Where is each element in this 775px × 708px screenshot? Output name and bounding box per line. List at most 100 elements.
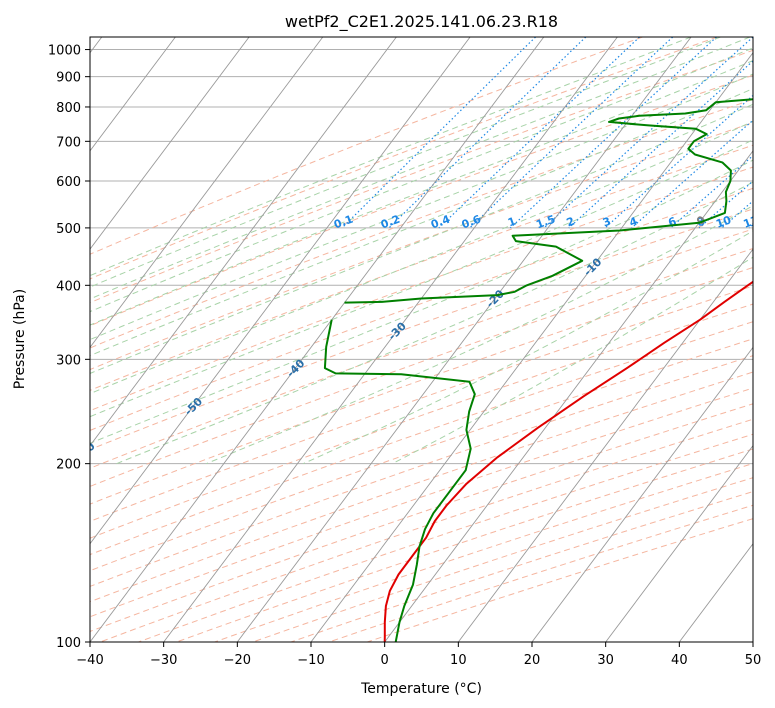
moist-adiabat xyxy=(90,120,753,395)
mixing-ratio-line xyxy=(438,37,640,229)
y-tick-label: 900 xyxy=(56,71,81,86)
dry-adiabat xyxy=(90,355,753,587)
mixing-ratio-label: 10 xyxy=(714,213,733,231)
temperature-profile-line xyxy=(383,280,753,642)
dry-adiabat xyxy=(90,208,753,451)
mixing-ratio-label: 0.4 xyxy=(429,212,452,231)
x-tick-label: −30 xyxy=(150,653,177,668)
dry-adiabat xyxy=(90,303,753,539)
isotherm-label: -60 xyxy=(75,440,98,463)
x-tick-label: 30 xyxy=(597,653,614,668)
y-tick-label: 400 xyxy=(56,279,81,294)
mixing-ratio-label: 0.2 xyxy=(379,213,402,232)
isotherm-line xyxy=(531,346,753,642)
isotherm-line xyxy=(90,37,324,349)
x-tick-label: −10 xyxy=(297,653,324,668)
y-tick-label: 800 xyxy=(56,101,81,116)
dry-adiabat xyxy=(90,321,753,556)
y-tick-label: 1000 xyxy=(48,44,81,59)
dry-adiabat xyxy=(290,491,753,642)
mixing-ratio-line xyxy=(568,60,753,229)
x-axis-ticks: −40 −30 −20 −10 0 10 20 30 40 50 xyxy=(76,642,761,668)
mixing-ratio-label: 6 xyxy=(666,215,678,230)
x-axis-title: Temperature (°C) xyxy=(360,681,482,697)
isotherm-line xyxy=(310,51,753,642)
mixing-ratio-line xyxy=(721,200,753,229)
mixing-ratio-line xyxy=(604,94,753,229)
dry-adiabat xyxy=(90,74,753,327)
plot-area: 0.10.20.40.611.52346810131620253036-100-… xyxy=(75,37,775,642)
dry-adiabat xyxy=(367,518,753,642)
x-tick-label: 10 xyxy=(450,653,467,668)
y-tick-label: 100 xyxy=(56,636,81,651)
moist-adiabat xyxy=(90,37,721,288)
moist-adiabat xyxy=(90,47,753,313)
mixing-ratio-label: 3 xyxy=(601,215,613,230)
dry-adiabat xyxy=(90,122,753,371)
dry-adiabat xyxy=(90,338,753,572)
isotherm-line xyxy=(605,444,753,642)
plot-frame xyxy=(89,36,754,643)
x-tick-label: 0 xyxy=(381,653,389,668)
isotherm-line xyxy=(90,37,250,250)
mixing-ratio-line xyxy=(771,37,775,228)
dry-adiabat xyxy=(90,37,718,280)
y-tick-label: 600 xyxy=(56,175,81,190)
x-tick-label: −20 xyxy=(224,653,251,668)
moist-adiabat xyxy=(302,230,753,465)
dry-adiabat xyxy=(90,371,753,603)
dry-adiabat xyxy=(90,98,753,349)
isotherm-line xyxy=(90,37,397,447)
mixing-ratio-line xyxy=(509,37,717,229)
mixing-ratio-label: 0.1 xyxy=(332,213,355,232)
mixing-ratio-line xyxy=(670,154,753,229)
moist-adiabat xyxy=(90,37,692,277)
dry-adiabat xyxy=(90,387,753,618)
isotherm-label: -20 xyxy=(484,287,507,310)
dewpoint-profile-line xyxy=(323,319,476,642)
x-tick-label: 20 xyxy=(524,653,541,668)
x-tick-label: 50 xyxy=(745,653,762,668)
mixing-ratio-label: 4 xyxy=(628,215,640,230)
isotherm-line xyxy=(236,37,692,642)
mixing-ratio-label: 16 xyxy=(764,213,775,231)
dry-adiabat xyxy=(90,248,753,487)
dry-adiabats xyxy=(90,37,753,642)
mixing-ratio-label: 13 xyxy=(742,213,761,230)
dry-adiabat xyxy=(90,228,753,469)
mixing-ratio-label: 1 xyxy=(506,215,518,230)
mixing-ratio-line xyxy=(469,37,674,229)
isotherm-line xyxy=(90,37,176,152)
dry-adiabat xyxy=(90,49,753,304)
y-axis-title: Pressure (hPa) xyxy=(12,289,28,389)
isotherm-line xyxy=(384,150,753,642)
dry-adiabat xyxy=(90,144,753,391)
moist-adiabat xyxy=(90,88,753,357)
isotherm-label: -10 xyxy=(581,255,604,278)
dry-adiabat xyxy=(90,166,753,412)
dry-adiabat xyxy=(90,285,753,522)
profile-series xyxy=(323,98,753,642)
y-tick-label: 700 xyxy=(56,135,81,150)
moist-adiabat xyxy=(90,139,753,418)
y-axis-ticks: 100 200 300 400 500 600 700 800 900 1000 xyxy=(48,44,90,651)
moist-adiabat xyxy=(90,37,751,300)
isotherm-label: -40 xyxy=(284,357,307,380)
mixing-ratio-label: 1.5 xyxy=(534,213,557,232)
moist-adiabat xyxy=(116,181,753,465)
skewed-isotherms xyxy=(90,37,753,642)
isotherm-line xyxy=(90,37,545,642)
y-tick-label: 300 xyxy=(56,353,81,368)
mixing-ratio-label: 0.6 xyxy=(460,213,483,232)
isotherm-line xyxy=(457,248,753,642)
y-tick-label: 200 xyxy=(56,458,81,473)
mixing-ratio-label: 2 xyxy=(565,215,577,230)
isotherm-line xyxy=(752,641,753,642)
dewpoint-profile-line xyxy=(344,98,753,304)
moist-adiabats xyxy=(90,37,753,465)
x-tick-label: 40 xyxy=(671,653,688,668)
dry-adiabat xyxy=(90,37,643,255)
y-tick-label: 500 xyxy=(56,222,81,237)
isotherm-line xyxy=(163,37,618,642)
